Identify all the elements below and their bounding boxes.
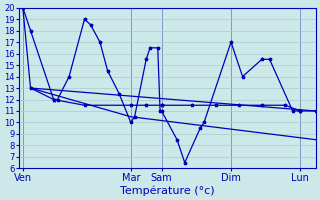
X-axis label: Température (°c): Température (°c) <box>120 185 215 196</box>
